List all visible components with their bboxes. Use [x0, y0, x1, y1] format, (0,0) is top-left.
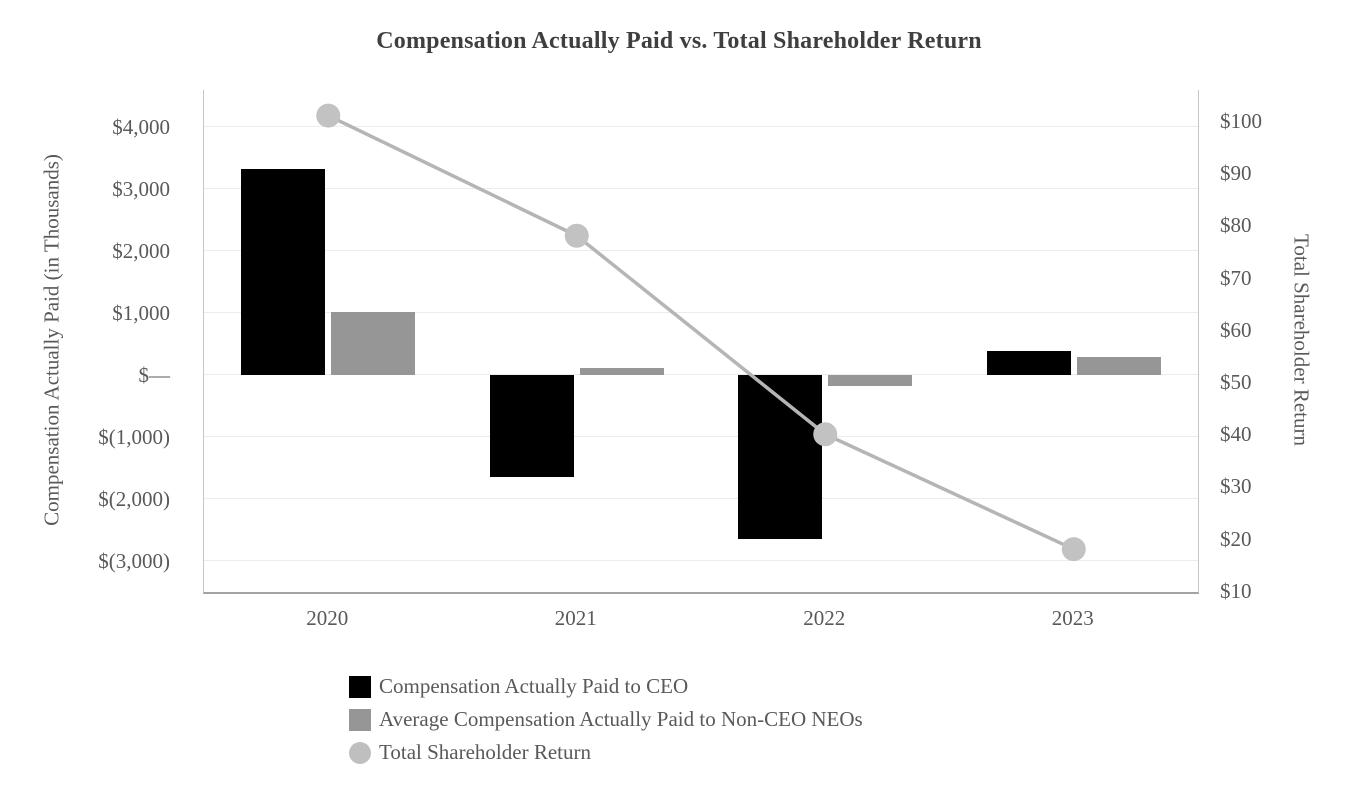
legend-item-tsr: Total Shareholder Return [349, 736, 863, 769]
legend-item-ceo: Compensation Actually Paid to CEO [349, 670, 863, 703]
gridline [204, 250, 1198, 252]
left-axis-tick-label: $4,000 [112, 115, 170, 140]
right-axis-tick-label: $10 [1220, 578, 1252, 603]
left-axis-tick-label: $(2,000) [98, 487, 170, 512]
left-axis-tick-label: $1,000 [112, 301, 170, 326]
right-axis-tick-label: $70 [1220, 265, 1252, 290]
left-axis-tick-label: $(1,000) [98, 425, 170, 450]
left-axis-title: Compensation Actually Paid (in Thousands… [39, 154, 64, 526]
tsr-marker-swatch-icon [349, 741, 371, 764]
right-axis-tick-label: $40 [1220, 422, 1252, 447]
ceo-bar-swatch-icon [349, 675, 371, 698]
bar-ceo-2021 [489, 375, 574, 478]
x-axis-tick-label-2020: 2020 [306, 606, 349, 630]
tsr-marker-2020 [316, 103, 341, 128]
gridline [204, 126, 1198, 128]
left-axis-tick-label: $(3,000) [98, 549, 170, 573]
plot-area [203, 90, 1199, 594]
tsr-line [327, 114, 1075, 551]
legend: Compensation Actually Paid to CEO Averag… [349, 670, 863, 769]
left-axis-tick-label: $3,000 [112, 177, 170, 202]
neo-bar-swatch-icon [349, 708, 371, 731]
x-axis-tick-label-2022: 2022 [803, 606, 846, 630]
legend-label: Total Shareholder Return [379, 740, 591, 764]
left-axis-tick-label: $— [138, 363, 171, 388]
legend-label: Average Compensation Actually Paid to No… [379, 707, 863, 731]
bar-ceo-2023 [986, 351, 1071, 376]
bar-ceo-2022 [738, 375, 823, 539]
left-axis-tick-label: $2,000 [112, 239, 170, 264]
right-axis-tick-label: $50 [1220, 370, 1252, 394]
tsr-marker-2023 [1061, 537, 1086, 562]
bar-neo-2022 [828, 375, 913, 386]
right-axis-tick-label: $80 [1220, 213, 1252, 238]
x-axis-tick-label-2021: 2021 [554, 606, 597, 630]
x-axis-tick-label-2023: 2023 [1051, 606, 1094, 630]
legend-label: Compensation Actually Paid to CEO [379, 674, 689, 698]
right-axis-tick-label: $90 [1220, 161, 1252, 186]
gridline [204, 188, 1198, 190]
legend-item-neo: Average Compensation Actually Paid to No… [349, 703, 863, 736]
gridline [204, 436, 1198, 438]
tsr-marker-2021 [564, 223, 589, 248]
right-axis-tick-label: $30 [1220, 474, 1252, 499]
bar-neo-2020 [331, 311, 416, 376]
gridline [204, 498, 1198, 500]
gridline [204, 560, 1198, 562]
right-axis-tick-label: $60 [1220, 317, 1252, 342]
bar-neo-2021 [579, 367, 664, 376]
right-axis-tick-label: $100 [1220, 108, 1262, 133]
right-axis-tick-label: $20 [1220, 526, 1252, 551]
chart-title: Compensation Actually Paid vs. Total Sha… [376, 28, 982, 54]
bar-neo-2023 [1076, 357, 1161, 376]
bar-ceo-2020 [241, 168, 326, 376]
right-axis-title: Total Shareholder Return [1289, 234, 1314, 446]
